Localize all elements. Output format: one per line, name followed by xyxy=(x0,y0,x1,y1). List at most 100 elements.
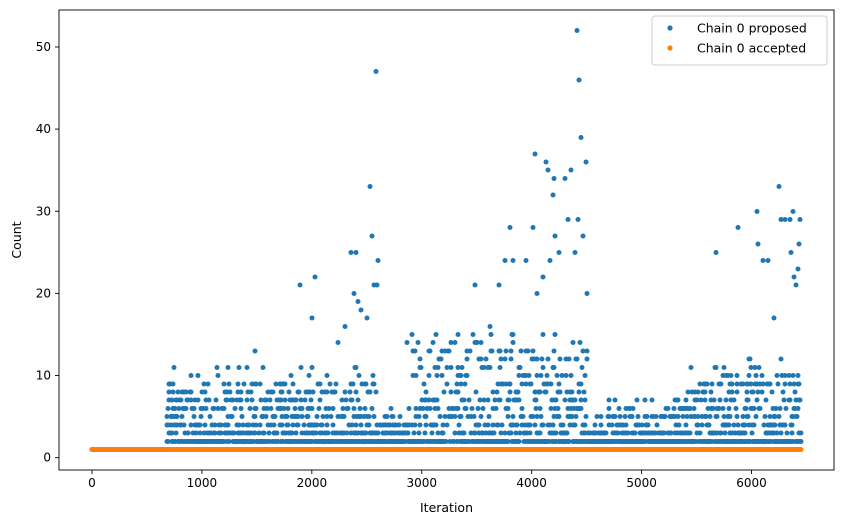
proposed-point xyxy=(351,291,357,296)
proposed-point xyxy=(438,356,444,362)
legend-label-accepted: Chain 0 accepted xyxy=(697,41,806,56)
proposed-point xyxy=(502,258,508,263)
proposed-point xyxy=(797,217,803,222)
proposed-point xyxy=(349,422,355,428)
proposed-point xyxy=(224,397,230,403)
proposed-point xyxy=(727,414,733,419)
proposed-point xyxy=(198,414,204,419)
proposed-point xyxy=(188,373,194,378)
proposed-point xyxy=(734,373,740,378)
proposed-point xyxy=(188,389,194,395)
proposed-point xyxy=(461,430,467,436)
proposed-point xyxy=(366,422,372,428)
proposed-point xyxy=(246,422,252,428)
proposed-point xyxy=(683,397,689,403)
proposed-point xyxy=(384,414,390,419)
proposed-point xyxy=(263,397,269,403)
proposed-point xyxy=(642,397,648,403)
proposed-point xyxy=(516,397,522,403)
proposed-point xyxy=(752,365,758,370)
proposed-point xyxy=(299,414,305,419)
proposed-point xyxy=(423,389,429,395)
proposed-point xyxy=(552,332,558,337)
proposed-point xyxy=(493,406,499,411)
proposed-point xyxy=(481,397,487,403)
proposed-point xyxy=(735,422,741,428)
proposed-point xyxy=(396,422,402,428)
proposed-point xyxy=(562,176,568,181)
proposed-point xyxy=(759,389,765,395)
proposed-point xyxy=(397,414,403,419)
proposed-point xyxy=(282,397,288,403)
proposed-point xyxy=(592,422,598,428)
proposed-point xyxy=(455,332,461,337)
proposed-point xyxy=(537,430,543,436)
x-tick-label: 4000 xyxy=(516,476,547,490)
proposed-point xyxy=(668,430,674,436)
proposed-point xyxy=(743,406,749,411)
proposed-point xyxy=(353,365,359,370)
proposed-point xyxy=(606,397,612,403)
proposed-point xyxy=(284,414,290,419)
proposed-point xyxy=(516,373,522,378)
proposed-point xyxy=(474,340,480,345)
proposed-point xyxy=(367,184,373,189)
proposed-point xyxy=(578,406,584,411)
proposed-point xyxy=(726,422,732,428)
proposed-point xyxy=(740,414,746,419)
proposed-point xyxy=(787,397,793,403)
proposed-point xyxy=(532,422,538,428)
proposed-point xyxy=(165,406,171,411)
proposed-point xyxy=(699,422,705,428)
x-tick-label: 2000 xyxy=(297,476,328,490)
proposed-point xyxy=(313,430,319,436)
proposed-point xyxy=(574,28,580,33)
proposed-point xyxy=(695,389,701,395)
proposed-point xyxy=(263,414,269,419)
proposed-point xyxy=(270,389,276,395)
proposed-point xyxy=(175,389,181,395)
proposed-point xyxy=(702,397,708,403)
proposed-point xyxy=(427,348,433,354)
proposed-point xyxy=(615,430,621,436)
proposed-point xyxy=(312,274,318,280)
proposed-point xyxy=(526,373,532,378)
proposed-point xyxy=(279,389,285,395)
proposed-point xyxy=(236,422,242,428)
proposed-point xyxy=(409,332,415,337)
proposed-point xyxy=(462,381,468,387)
proposed-point xyxy=(754,397,760,403)
x-tick-label: 1000 xyxy=(187,476,218,490)
proposed-point xyxy=(745,397,751,403)
proposed-point xyxy=(225,422,231,428)
proposed-point xyxy=(755,241,761,247)
proposed-point xyxy=(487,324,493,329)
proposed-point xyxy=(211,406,217,411)
proposed-point xyxy=(225,365,231,370)
y-tick-label: 40 xyxy=(36,122,51,136)
proposed-point xyxy=(495,422,501,428)
proposed-point xyxy=(440,422,446,428)
proposed-point xyxy=(240,422,246,428)
proposed-point xyxy=(695,422,701,428)
proposed-point xyxy=(231,430,237,436)
proposed-point xyxy=(639,422,645,428)
proposed-point xyxy=(344,430,350,436)
proposed-point xyxy=(347,389,353,395)
proposed-point xyxy=(183,389,189,395)
proposed-point xyxy=(505,414,511,419)
proposed-point xyxy=(485,422,491,428)
proposed-point xyxy=(505,439,511,444)
proposed-point xyxy=(566,439,572,444)
proposed-point xyxy=(697,381,703,387)
proposed-point xyxy=(342,389,348,395)
proposed-point xyxy=(538,414,544,419)
proposed-point xyxy=(248,389,254,395)
proposed-point xyxy=(565,217,571,222)
proposed-point xyxy=(635,414,641,419)
proposed-point xyxy=(310,389,316,395)
proposed-point xyxy=(578,381,584,387)
proposed-point xyxy=(339,397,345,403)
proposed-point xyxy=(317,381,323,387)
proposed-point xyxy=(314,422,320,428)
